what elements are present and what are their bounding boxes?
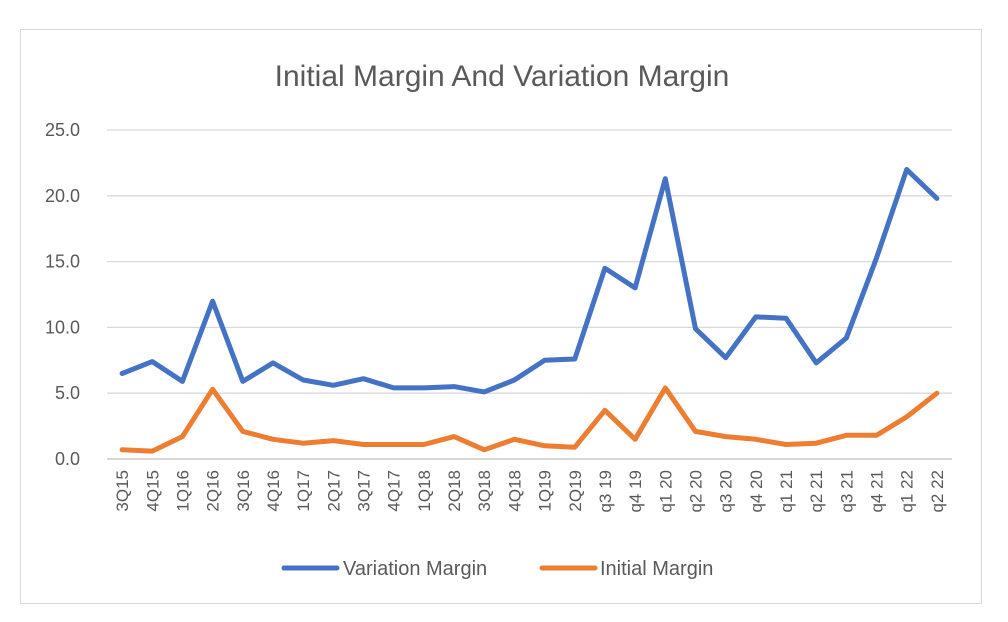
x-tick-label: 2Q18 [445, 470, 464, 512]
x-tick-label: q2 22 [928, 470, 947, 513]
x-tick-label: q3 21 [837, 470, 856, 513]
x-tick-label: 4Q15 [143, 470, 162, 512]
x-tick-label: 1Q16 [173, 470, 192, 512]
x-tick-label: q3 19 [596, 470, 615, 513]
y-tick-label: 5.0 [55, 383, 80, 403]
y-tick-label: 10.0 [45, 317, 80, 337]
x-tick-label: 4Q17 [385, 470, 404, 512]
chart-frame [20, 29, 982, 604]
x-tick-label: 2Q19 [566, 470, 585, 512]
x-tick-label: 1Q17 [294, 470, 313, 512]
x-axis-ticks: 3Q15 4Q15 1Q16 2Q16 3Q16 4Q16 1Q17 2Q17 3Q17 4Q17… [113, 470, 947, 513]
x-tick-label: 1Q18 [415, 470, 434, 512]
legend-label: Variation Margin [343, 558, 487, 580]
x-tick-label: q1 21 [777, 470, 796, 513]
x-tick-label: 3Q17 [355, 470, 374, 512]
x-tick-label: 4Q16 [264, 470, 283, 512]
x-tick-label: q4 20 [747, 470, 766, 513]
y-tick-label: 25.0 [45, 120, 80, 140]
y-tick-label: 20.0 [45, 186, 80, 206]
x-tick-label: q1 20 [656, 470, 675, 513]
y-axis-ticks: 0.0 5.0 10.0 15.0 20.0 25.0 [45, 120, 80, 469]
series-line-variation-margin [119, 167, 940, 395]
series-line-initial-margin [119, 385, 940, 454]
x-tick-label: 2Q16 [204, 470, 223, 512]
x-tick-label: q4 21 [868, 470, 887, 513]
x-tick-label: q3 20 [717, 470, 736, 513]
legend: Variation Margin Initial Margin [281, 558, 713, 580]
x-tick-label: 1Q19 [536, 470, 555, 512]
series-lines [119, 167, 940, 454]
y-tick-label: 15.0 [45, 252, 80, 272]
chart-title: Initial Margin And Variation Margin [275, 60, 730, 93]
x-tick-label: 3Q16 [234, 470, 253, 512]
x-tick-label: q1 22 [898, 470, 917, 513]
gridlines [107, 129, 952, 460]
x-tick-label: 3Q15 [113, 470, 132, 512]
y-tick-label: 0.0 [55, 449, 80, 469]
x-tick-label: 2Q17 [324, 470, 343, 512]
x-tick-label: 4Q18 [505, 470, 524, 512]
x-tick-label: q2 20 [686, 470, 705, 513]
x-tick-label: q4 19 [626, 470, 645, 513]
legend-label: Initial Margin [600, 558, 713, 580]
x-tick-label: 3Q18 [475, 470, 494, 512]
x-tick-label: q2 21 [807, 470, 826, 513]
